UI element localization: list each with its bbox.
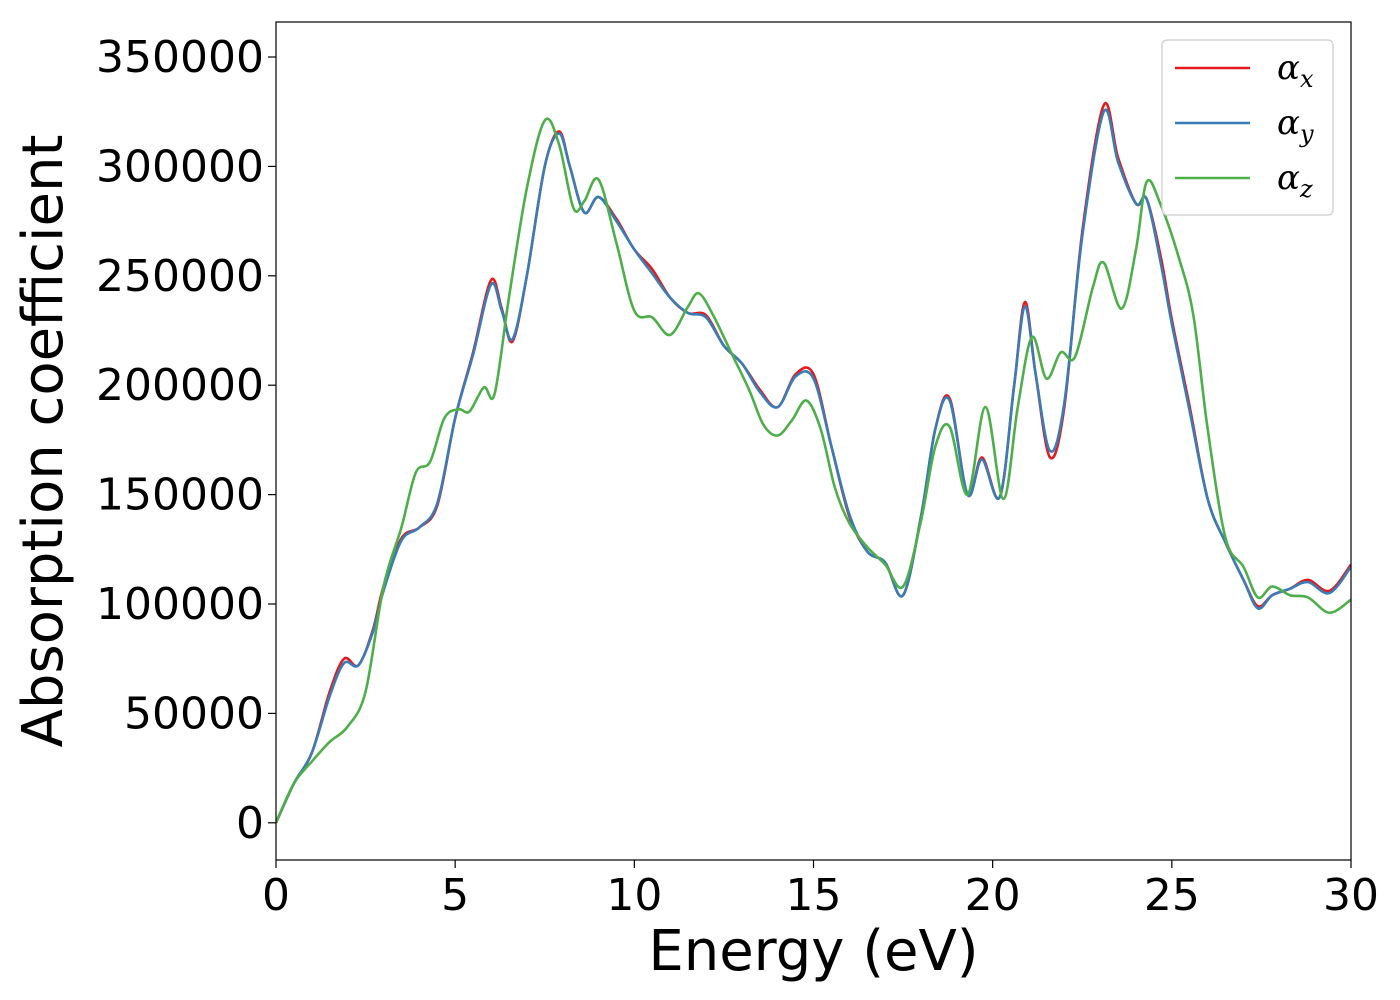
- legend-label-z: αz: [1277, 158, 1313, 203]
- series-line-z: [276, 117, 1351, 824]
- x-tick-label: 5: [441, 870, 469, 921]
- y-axis-ticks: 0 50000 100000 150000 200000 250000 300000 3500…: [96, 32, 276, 849]
- y-tick-label: 200000: [96, 360, 264, 411]
- legend-label-y: αy: [1277, 103, 1314, 148]
- y-tick-label: 250000: [96, 251, 264, 302]
- legend-label-x: αx: [1277, 48, 1314, 93]
- x-axis-label: Energy (eV): [648, 919, 978, 984]
- y-axis-label: Absorption coefficient: [11, 135, 76, 748]
- series-lines: [276, 101, 1351, 824]
- x-tick-label: 30: [1323, 870, 1379, 921]
- legend: αx αy αz: [1161, 39, 1334, 216]
- x-tick-label: 10: [606, 870, 662, 921]
- x-tick-label: 0: [262, 870, 290, 921]
- x-tick-label: 25: [1144, 870, 1200, 921]
- y-tick-label: 150000: [96, 470, 264, 521]
- y-tick-label: 350000: [96, 32, 264, 83]
- x-axis-ticks: 0 5 10 15 20 25 30: [262, 860, 1379, 921]
- y-tick-label: 100000: [96, 579, 264, 630]
- x-tick-label: 20: [965, 870, 1021, 921]
- y-tick-label: 0: [236, 798, 264, 849]
- y-tick-label: 50000: [124, 688, 264, 739]
- legend-box: [1161, 39, 1334, 216]
- series-line-y: [276, 108, 1351, 824]
- x-tick-label: 15: [786, 870, 842, 921]
- y-tick-label: 300000: [96, 141, 264, 192]
